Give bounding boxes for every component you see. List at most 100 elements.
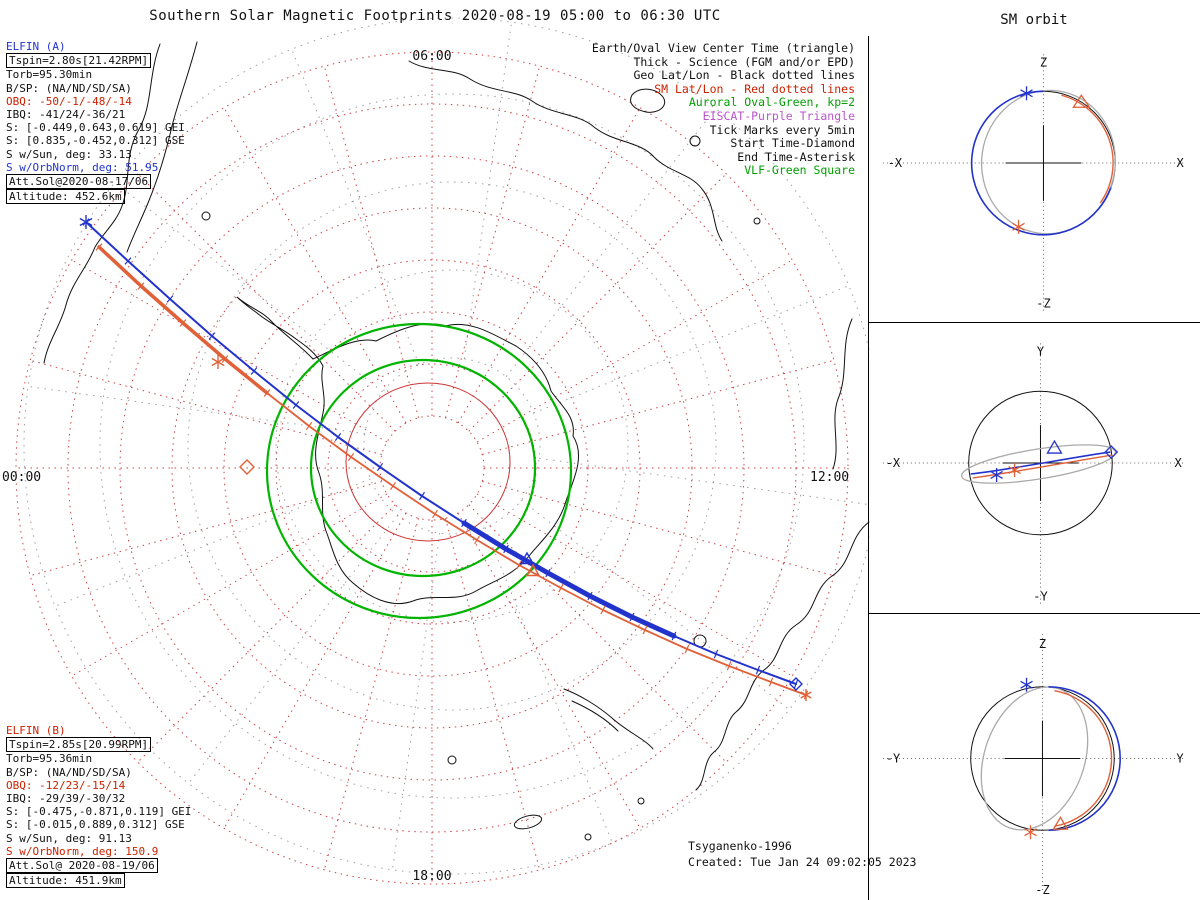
info-line: S: [-0.015,0.889,0.312] GSE [6,818,185,832]
info-line: S w/OrbNorm, deg: 150.9 [6,844,159,858]
axis-label-bottom: -Y [1033,590,1047,604]
info-line: B/SP: (NA/ND/SD/SA) [6,81,132,95]
orbit-trace-b [972,454,1113,479]
info-line: Altitude: 452.6km [6,189,125,205]
axis-label-top: Z [1040,55,1047,69]
orbit-trace-gray [980,686,1089,831]
mlt-label-1200: 12:00 [810,470,850,485]
coastline [43,43,161,364]
latlon-grid [15,17,870,885]
elfin-b-label: ELFIN (B) [6,724,66,737]
info-line: Tspin=2.80s[21.42RPM] [6,53,152,69]
end-time-asterisk [990,468,1003,482]
info-line: Torb=95.36min [6,752,93,766]
legend-line: SM Lat/Lon - Red dotted lines [654,81,855,96]
coastline [126,41,198,253]
info-line: S: [0.835,-0.452,0.312] GSE [6,134,185,148]
axis-label-left: -X [888,156,903,170]
orbit-trace-a [1048,685,1121,832]
axis-label-right: Y [1176,751,1183,765]
axis-label-left: -Y [886,751,900,765]
axis-label-right: X [1176,156,1184,170]
info-line: S: [-0.449,0.643,0.619] GEI [6,121,185,135]
orbit-trace-b [1061,94,1114,204]
island [630,88,666,113]
info-line: Tspin=2.85s[20.99RPM] [6,737,152,753]
end-time-asterisk [1020,86,1033,101]
auroral-oval-outer [265,322,573,620]
coastline [408,60,723,242]
axis-label-top: Z [1039,637,1046,651]
axis-label-bottom: -Z [1035,883,1049,897]
mlt-label-0600: 06:00 [412,49,452,64]
island [201,211,211,221]
plot-legend: Earth/Oval View Center Time (triangle) T… [591,41,855,178]
start-time-diamond [239,459,255,475]
sm-orbit-panel: Z -X X -Z Y -X X -Y [868,36,1200,900]
orbit-trace-gray [980,89,1117,235]
info-line: S w/OrbNorm, deg: 51.95 [6,160,159,174]
coastline [571,700,619,732]
info-line: Att.Sol@2020-08-17/06 [6,174,152,190]
axis-label-left: -X [886,456,901,470]
axis-label-bottom: -Z [1036,297,1050,311]
center-time-triangle [519,551,535,565]
plot-title: Southern Solar Magnetic Footprints 2020-… [149,8,721,24]
legend-line: Thick - Science (FGM and/or EPD) [633,54,855,69]
orbit-panel-xz: Z -X X -Z [882,54,1187,314]
info-line: Torb=95.30min [6,68,93,82]
info-line: IBQ: -29/39/-30/32 [6,792,126,806]
info-line: S w/Sun, deg: 91.13 [6,831,132,845]
ELFIN-B footprint [98,246,807,696]
island [513,814,543,830]
orbit-trace-gray [960,444,1116,484]
island [753,217,761,225]
end-time-asterisk [1024,825,1037,840]
center-time-triangle [1046,439,1063,454]
elfin-a-info: ELFIN (A) Tspin=2.80s[21.42RPM] Torb=95.… [6,40,185,205]
model-credit: Tsyganenko-1996 [688,839,792,853]
legend-line: Auroral Oval-Green, kp=2 [688,95,855,110]
info-line: B/SP: (NA/ND/SD/SA) [6,765,132,779]
orbit-panel-xy: Y -X X -Y [869,322,1200,605]
elfin-a-label: ELFIN (A) [6,40,66,53]
sm-polar-circle [345,382,511,542]
coastline [832,318,853,470]
legend-line: Start Time-Diamond [730,136,855,151]
ELFIN-A footprint [85,221,797,685]
axis-label-top: Y [1037,344,1044,358]
info-line: IBQ: -41/24/-36/21 [6,108,126,122]
start-time-diamond [789,677,803,691]
legend-line: End Time-Asterisk [737,149,855,164]
end-time-asterisk [79,217,93,227]
orbit-trace-a [970,451,1111,475]
legend-line: Earth/Oval View Center Time (triangle) [591,41,855,55]
island [447,755,457,765]
orbit-panel-yz: Z -Y Y -Z [869,613,1200,897]
mlt-label-0000: 00:00 [2,470,42,485]
legend-line: Geo Lat/Lon - Black dotted lines [633,68,855,83]
ELFIN-A science thick [461,520,677,639]
auroral-oval-layer [265,322,573,620]
info-line: S: [-0.475,-0.871,0.119] GEI [6,805,192,819]
ELFIN-B science thick [97,245,269,395]
center-time-triangle [1072,94,1091,108]
info-line: Att.Sol@ 2020-08-19/06 [6,858,158,874]
end-time-asterisk [1020,677,1033,692]
legend-line: EISCAT-Purple Triangle [702,108,855,123]
end-time-asterisk [800,691,812,699]
end-time-asterisk [1012,219,1025,234]
center-time-triangle [525,563,541,577]
end-time-asterisk [1008,463,1021,477]
earth-circle [968,390,1113,536]
info-line: S w/Sun, deg: 33.13 [6,147,132,161]
island [689,135,701,147]
mlt-label-1800: 18:00 [412,869,452,884]
auroral-oval-inner [309,358,537,578]
footprint-tracks [82,218,809,700]
orbit-trace-b [1054,690,1113,827]
start-time-diamond [1104,445,1119,459]
info-line: OBQ: -12/23/-15/14 [6,778,126,792]
info-line: Altitude: 451.9km [6,873,125,889]
island [584,833,592,841]
